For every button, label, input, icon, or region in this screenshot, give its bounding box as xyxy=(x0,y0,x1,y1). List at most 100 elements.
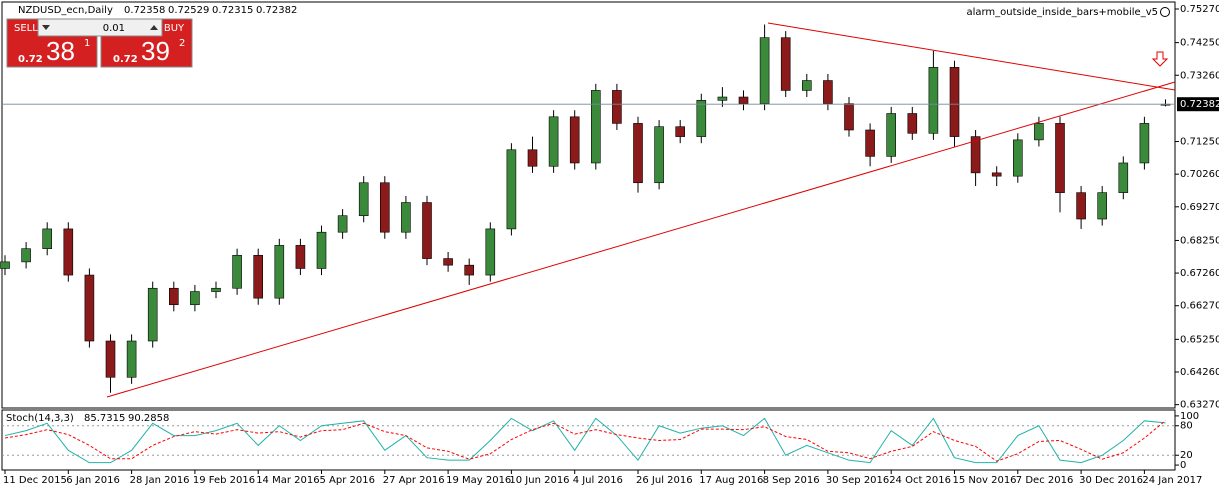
y-tick-label: 0.66270 xyxy=(1180,301,1219,312)
candle-body xyxy=(970,136,981,174)
lot-spinner[interactable] xyxy=(37,18,163,37)
candle-body xyxy=(379,182,390,233)
candle-body xyxy=(612,90,622,124)
candle-body xyxy=(337,215,348,233)
ask-big: 39 xyxy=(141,36,170,66)
trade-panel: 0.01 SELL BUY 0.72 38 1 0.72 39 2 xyxy=(6,18,193,68)
y-tick-label: 20 xyxy=(1180,450,1193,461)
x-tick-label: 26 Jul 2016 xyxy=(636,475,693,486)
expert-icon xyxy=(1160,7,1170,17)
candle-body xyxy=(190,291,200,306)
stoch-frame xyxy=(1,409,1176,471)
y-tick-label: 0.70260 xyxy=(1180,169,1219,180)
x-tick-label: 7 Dec 2016 xyxy=(1016,475,1074,486)
candle-body xyxy=(253,254,263,299)
candle-body xyxy=(633,123,643,184)
stoch-d-value: 90.2858 xyxy=(128,413,169,424)
candle-body xyxy=(464,264,475,276)
candle-body xyxy=(569,116,580,164)
candle-body xyxy=(63,228,74,276)
ohlc-high: 0.72529 xyxy=(168,5,209,16)
bid-prefix: 0.72 xyxy=(18,54,43,65)
spin-up[interactable] xyxy=(150,25,158,30)
candle-body xyxy=(654,126,664,184)
ohlc-open: 0.72358 xyxy=(124,5,165,16)
candle-body xyxy=(823,80,833,104)
x-tick-label: 30 Dec 2016 xyxy=(1079,475,1143,486)
price-marker xyxy=(1177,97,1219,112)
price-marker-label: 0.72382 xyxy=(1180,99,1219,110)
candle-body xyxy=(1055,123,1065,193)
candle-body xyxy=(0,261,10,269)
candle-body xyxy=(844,103,854,131)
trend-line xyxy=(767,22,1176,91)
y-tick-label: 0.64260 xyxy=(1180,367,1219,378)
x-tick-label: 27 Apr 2016 xyxy=(383,475,445,486)
spin-down[interactable] xyxy=(42,25,50,30)
x-tick-label: 17 Aug 2016 xyxy=(699,475,763,486)
candle-body xyxy=(548,116,559,167)
candle-body xyxy=(42,228,53,249)
x-tick-label: 15 Nov 2016 xyxy=(953,475,1017,486)
y-tick-label: 0.75270 xyxy=(1180,4,1219,15)
trend-line xyxy=(106,81,1176,398)
y-tick-label: 0.68250 xyxy=(1180,235,1219,246)
candle-body xyxy=(865,129,875,157)
candle-body xyxy=(21,248,31,263)
x-tick-label: 19 May 2016 xyxy=(446,475,511,486)
marks xyxy=(0,24,1175,464)
y-tick-label: 0.69270 xyxy=(1180,202,1219,213)
main-frame xyxy=(1,1,1176,409)
candle-body xyxy=(527,149,538,167)
y-tick-label: 100 xyxy=(1180,411,1199,422)
ohlc-close: 0.72382 xyxy=(256,5,297,16)
candle-body xyxy=(1118,162,1129,193)
stoch-title: Stoch(14,3,3) xyxy=(6,413,74,424)
candle-body xyxy=(485,228,496,276)
x-tick-label: 28 Jan 2016 xyxy=(130,475,190,486)
candle-body xyxy=(232,254,242,289)
buy-label: BUY xyxy=(164,23,185,34)
candle-body xyxy=(84,274,95,342)
x-tick-label: 30 Sep 2016 xyxy=(826,475,889,486)
x-tick-label: 14 Mar 2016 xyxy=(256,475,319,486)
candle-body xyxy=(401,202,411,233)
candle-body xyxy=(801,80,812,91)
candle-body xyxy=(590,90,601,164)
candle-body xyxy=(211,287,221,292)
lot-size: 0.01 xyxy=(103,23,125,34)
candle-body xyxy=(1139,123,1150,164)
candle-body xyxy=(126,340,137,378)
y-tick-label: 0.73260 xyxy=(1180,70,1219,81)
stoch-line xyxy=(4,420,1166,462)
candle-body xyxy=(991,172,1002,177)
x-tick-label: 5 Apr 2016 xyxy=(320,475,375,486)
candle-body xyxy=(1076,192,1086,220)
candle-body xyxy=(907,113,918,134)
candle-body xyxy=(949,67,960,137)
candle-body xyxy=(358,182,369,217)
candle-body xyxy=(274,245,285,299)
y-tick-label: 0.67260 xyxy=(1180,268,1219,279)
candle-body xyxy=(105,340,116,378)
candle-body xyxy=(506,149,517,230)
y-tick-label: 0.65250 xyxy=(1180,334,1219,345)
y-tick-label: 80 xyxy=(1180,421,1193,432)
ask-small: 2 xyxy=(179,38,185,49)
x-tick-label: 11 Dec 2015 xyxy=(3,475,67,486)
candle-body xyxy=(316,231,327,269)
candle-body xyxy=(696,100,707,137)
y-tick-label: 0 xyxy=(1180,460,1186,471)
stoch-k-value: 85.7315 xyxy=(84,413,125,424)
candle-body xyxy=(443,258,453,266)
candle-body xyxy=(422,202,432,259)
x-tick-label: 6 Jan 2016 xyxy=(66,475,120,486)
candle-body xyxy=(147,287,158,342)
x-tick-label: 24 Oct 2016 xyxy=(889,475,951,486)
ask-prefix: 0.72 xyxy=(113,54,138,65)
ohlc-low: 0.72315 xyxy=(212,5,253,16)
sell-label: SELL xyxy=(14,23,38,34)
candle-body xyxy=(1034,123,1044,141)
